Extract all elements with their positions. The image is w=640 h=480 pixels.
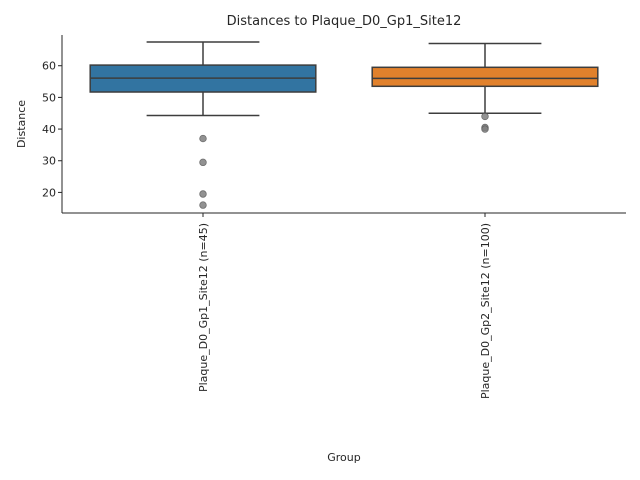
y-tick-label: 30	[42, 155, 56, 168]
box-iqr	[371, 66, 599, 88]
y-tick-label: 50	[42, 91, 56, 104]
chart-title: Distances to Plaque_D0_Gp1_Site12	[227, 14, 462, 29]
x-axis-label: Group	[327, 451, 361, 464]
outlier-point	[481, 112, 489, 121]
y-tick-label: 20	[42, 186, 56, 199]
outlier-point	[199, 201, 207, 209]
x-tick-label: Plaque_D0_Gp1_Site12 (n=45)	[197, 223, 210, 392]
plot-area	[89, 41, 599, 209]
y-tick-label: 40	[42, 123, 56, 136]
y-axis-ticks: 20 30 40 50 60	[42, 60, 62, 199]
x-axis-ticks: Plaque_D0_Gp1_Site12 (n=45) Plaque_D0_Gp2…	[197, 213, 492, 399]
box-group	[371, 42, 599, 133]
x-tick-label: Plaque_D0_Gp2_Site12 (n=100)	[479, 223, 492, 399]
box-group	[89, 41, 317, 209]
y-tick-label: 60	[42, 60, 56, 73]
outlier-point	[199, 134, 207, 143]
outlier-point	[199, 190, 207, 198]
y-axis-label: Distance	[15, 100, 28, 148]
outlier-point	[481, 125, 489, 133]
outlier-point	[199, 158, 207, 167]
